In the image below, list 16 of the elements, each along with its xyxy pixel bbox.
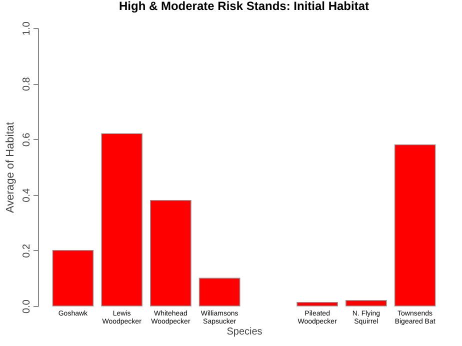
bar <box>101 133 142 306</box>
y-axis-title: Average of Habitat <box>4 122 16 213</box>
y-tick-label: 0.0 <box>22 299 32 314</box>
bar <box>346 300 387 306</box>
y-tick-label: 0.6 <box>22 132 32 147</box>
y-tick-label: 1.0 <box>22 21 32 36</box>
bar <box>52 250 94 306</box>
y-tick-label: 0.2 <box>22 244 32 258</box>
y-tick-label: 0.4 <box>22 188 32 202</box>
bar <box>198 278 240 306</box>
bar <box>296 302 338 306</box>
y-tick-label: 0.8 <box>22 76 32 92</box>
bar <box>394 144 436 306</box>
bar <box>150 200 192 306</box>
x-axis-title: Species <box>226 326 262 338</box>
chart-title: High & Moderate Risk Stands: Initial Habitat <box>118 0 370 14</box>
